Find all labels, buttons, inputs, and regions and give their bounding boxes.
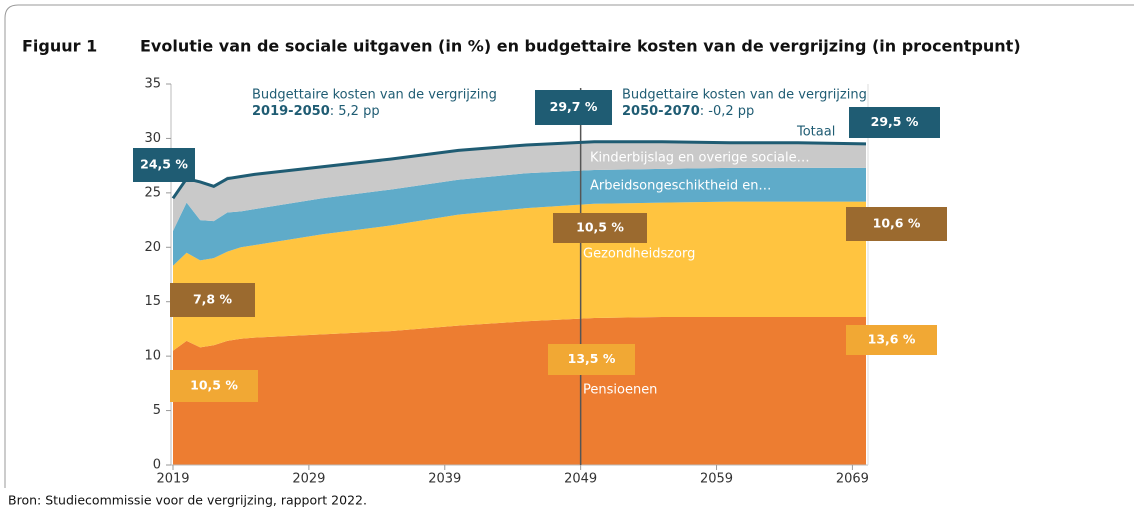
value-label: 7,8 % bbox=[193, 292, 232, 307]
value-label-box bbox=[133, 148, 195, 182]
source: Bron: Studiecommissie voor de vergrijzin… bbox=[8, 493, 367, 508]
y-tick-label: 25 bbox=[144, 185, 161, 200]
series-name: Kinderbijslag en overige sociale… bbox=[590, 151, 810, 166]
x-tick-label: 2049 bbox=[564, 472, 597, 487]
series-name: Pensioenen bbox=[583, 383, 657, 398]
area bbox=[173, 167, 866, 266]
y-tick-label: 30 bbox=[144, 131, 161, 146]
area bbox=[173, 316, 866, 465]
x-tick-label: 2019 bbox=[156, 472, 189, 487]
area bbox=[173, 201, 866, 351]
annotation-period: 2050-2070 bbox=[622, 104, 700, 119]
value-label-box bbox=[548, 344, 635, 375]
y-tick-label: 15 bbox=[144, 294, 161, 309]
series-name: Arbeidsongeschiktheid en… bbox=[590, 179, 771, 194]
y-tick-label: 35 bbox=[144, 77, 161, 92]
x-tick-label: 2029 bbox=[292, 472, 325, 487]
total-name: Totaal bbox=[796, 125, 835, 140]
annotation-detail: 2050-2070: -0,2 pp bbox=[622, 104, 754, 119]
value-label-box bbox=[170, 370, 258, 402]
value-label: 10,6 % bbox=[873, 216, 921, 231]
value-label: 10,5 % bbox=[190, 378, 238, 393]
area bbox=[173, 141, 866, 231]
value-label: 29,5 % bbox=[871, 114, 919, 129]
annotation-value: : -0,2 pp bbox=[700, 104, 755, 119]
value-label: 24,5 % bbox=[140, 157, 188, 172]
x-tick-label: 2059 bbox=[700, 472, 733, 487]
x-tick-label: 2069 bbox=[836, 472, 869, 487]
annotation-title: Budgettaire kosten van de vergrijzing bbox=[252, 88, 497, 103]
value-label-box bbox=[846, 325, 937, 355]
y-tick-label: 5 bbox=[153, 403, 161, 418]
series-name: Gezondheidszorg bbox=[583, 247, 695, 262]
annotation-detail: 2019-2050: 5,2 pp bbox=[252, 104, 380, 119]
value-label-box bbox=[535, 90, 612, 125]
chart-title: Evolutie van de sociale uitgaven (in %) … bbox=[140, 37, 1021, 56]
annotation-value: : 5,2 pp bbox=[330, 104, 380, 119]
value-label-box bbox=[170, 283, 255, 317]
value-label-box bbox=[849, 107, 940, 138]
annotation-period: 2019-2050 bbox=[252, 104, 330, 119]
value-label-box bbox=[846, 207, 947, 241]
value-label: 29,7 % bbox=[550, 99, 598, 114]
frame bbox=[4, 4, 1134, 488]
figure-number: Figuur 1 bbox=[22, 37, 97, 56]
value-label-box bbox=[553, 213, 647, 243]
y-tick-label: 10 bbox=[144, 349, 161, 364]
y-tick-label: 0 bbox=[153, 458, 161, 473]
annotation-title: Budgettaire kosten van de vergrijzing bbox=[622, 88, 867, 103]
x-tick-label: 2039 bbox=[428, 472, 461, 487]
y-tick-label: 20 bbox=[144, 240, 161, 255]
value-label: 13,5 % bbox=[568, 351, 616, 366]
value-label: 10,5 % bbox=[576, 220, 624, 235]
total-line bbox=[171, 140, 867, 200]
value-label: 13,6 % bbox=[868, 332, 916, 347]
